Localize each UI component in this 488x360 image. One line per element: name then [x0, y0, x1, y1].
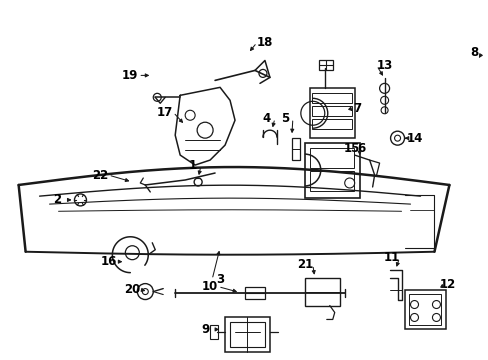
Bar [309, 148, 353, 168]
Text: 8: 8 [469, 46, 477, 59]
Bar [244, 287, 264, 298]
Text: 21: 21 [296, 258, 312, 271]
Text: 20: 20 [124, 283, 140, 296]
Text: 9: 9 [201, 323, 209, 336]
Text: 16: 16 [100, 255, 116, 268]
Text: 12: 12 [438, 278, 455, 291]
Text: 15: 15 [343, 141, 359, 155]
Bar [311, 106, 351, 116]
Text: 3: 3 [216, 273, 224, 286]
Bar [404, 289, 446, 329]
Text: 10: 10 [202, 280, 218, 293]
Text: 19: 19 [122, 69, 138, 82]
Text: 7: 7 [353, 102, 361, 115]
Bar [224, 318, 269, 352]
Bar [407, 293, 441, 325]
Text: 1: 1 [189, 158, 197, 172]
Bar [311, 93, 351, 103]
Text: 17: 17 [157, 106, 173, 119]
Text: 22: 22 [92, 168, 108, 181]
Bar [311, 119, 351, 129]
Bar [291, 138, 299, 160]
Bar [229, 323, 264, 347]
Bar [210, 325, 218, 339]
Text: 5: 5 [280, 112, 288, 125]
Text: 13: 13 [376, 59, 392, 72]
Bar [309, 171, 353, 191]
Text: 11: 11 [383, 251, 399, 264]
Text: 2: 2 [53, 193, 61, 206]
Text: 18: 18 [256, 36, 273, 49]
Bar [318, 60, 332, 71]
Text: 4: 4 [262, 112, 270, 125]
Text: 6: 6 [357, 141, 365, 155]
Text: 14: 14 [406, 132, 422, 145]
Bar [309, 88, 354, 138]
Bar [304, 278, 339, 306]
Bar [304, 143, 359, 198]
